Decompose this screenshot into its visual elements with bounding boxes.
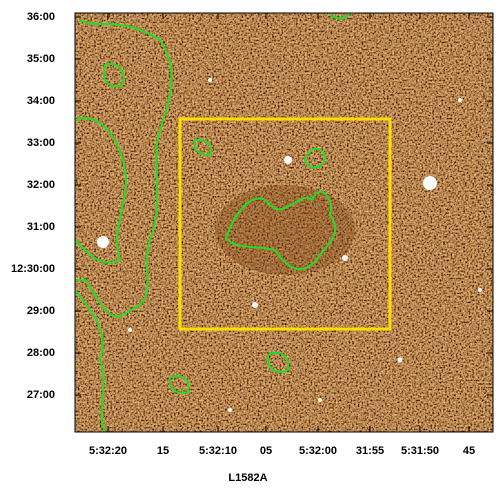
y-tick-label: 34:00 bbox=[27, 95, 55, 107]
x-tick-label: 5:31:50 bbox=[401, 445, 439, 457]
x-tick-label: 5:32:00 bbox=[299, 445, 337, 457]
y-tick-label: 33:00 bbox=[27, 137, 55, 149]
x-tick-label: 31:55 bbox=[356, 445, 384, 457]
x-tick-label: 5:32:20 bbox=[89, 445, 127, 457]
region-box bbox=[178, 117, 392, 331]
x-tick-label: 45 bbox=[463, 445, 475, 457]
y-tick-label: 28:00 bbox=[27, 347, 55, 359]
x-tick-label: 15 bbox=[157, 445, 169, 457]
contours bbox=[75, 13, 351, 432]
x-tick-label: 5:32:10 bbox=[199, 445, 237, 457]
plot-frame bbox=[74, 12, 494, 433]
sky-image bbox=[75, 13, 493, 432]
y-tick-label: 35:00 bbox=[27, 53, 55, 65]
y-tick-label: 27:00 bbox=[27, 389, 55, 401]
x-tick-label: 05 bbox=[260, 445, 272, 457]
y-tick-label: 32:00 bbox=[27, 179, 55, 191]
y-tick-label: 29:00 bbox=[27, 305, 55, 317]
y-tick-label: 31:00 bbox=[27, 221, 55, 233]
y-tick-label: 12:30:00 bbox=[11, 263, 55, 275]
title: L1582A bbox=[228, 472, 267, 484]
y-tick-label: 36:00 bbox=[27, 11, 55, 23]
